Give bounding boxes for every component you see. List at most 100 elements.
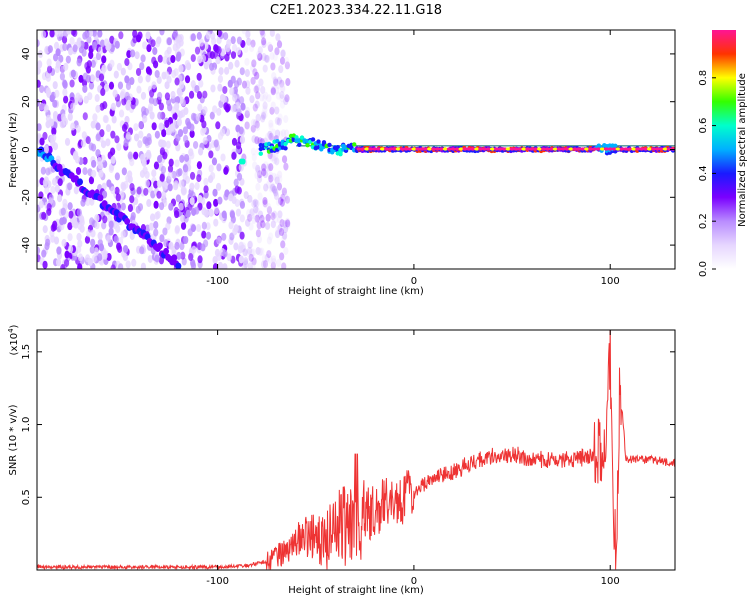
heatmap-cell (254, 199, 260, 208)
heatmap-cell (259, 93, 265, 102)
heatmap-cell (222, 85, 228, 94)
heatmap-cell (599, 147, 605, 151)
heatmap-cell (78, 74, 84, 83)
heatmap-cell (170, 124, 176, 133)
heatmap-cell (194, 182, 200, 191)
heatmap-cell (275, 33, 281, 42)
heatmap-cell (109, 35, 115, 44)
heatmap-cell (234, 59, 240, 68)
heatmap-cell (112, 89, 118, 98)
heatmap-cell (139, 62, 145, 71)
bottom-x-ticks: -100 0 100 (206, 330, 620, 587)
heatmap-cell (205, 222, 211, 231)
heatmap-cell (189, 197, 195, 206)
heatmap-cell (216, 252, 222, 261)
heatmap-cell (274, 106, 280, 115)
heatmap-cell (285, 219, 291, 228)
heatmap-cell (252, 119, 258, 128)
heatmap-cell (89, 217, 95, 226)
heatmap-cell (98, 73, 105, 82)
heatmap-cell (297, 142, 302, 148)
heatmap-cell (55, 30, 61, 38)
heatmap-cell (450, 147, 456, 151)
heatmap-cell (201, 230, 207, 239)
heatmap-cell (212, 105, 218, 114)
heatmap-cell (236, 186, 242, 195)
heatmap-cell (489, 147, 495, 151)
heatmap-cell (93, 247, 99, 256)
heatmap-cell (242, 248, 248, 257)
heatmap-cell (55, 60, 61, 69)
heatmap-cell (548, 147, 554, 151)
heatmap-cell (260, 85, 266, 94)
heatmap-cell (173, 180, 179, 189)
heatmap-cell (411, 147, 417, 151)
heatmap-cell (423, 147, 429, 151)
heatmap-cell (407, 147, 413, 151)
heatmap-cell (165, 140, 171, 149)
heatmap-cell (272, 52, 278, 61)
heatmap-cell (178, 81, 185, 90)
bottom-y-ticks: 0.5 1.0 1.5 (21, 344, 675, 505)
heatmap-cell (153, 228, 159, 237)
heatmap-cell (37, 123, 42, 132)
heatmap-cell (283, 56, 290, 65)
heatmap-cell (273, 78, 279, 87)
heatmap-cell (183, 134, 189, 143)
heatmap-cell (176, 87, 182, 96)
heatmap-cell (102, 215, 108, 224)
heatmap-cell (94, 214, 100, 223)
heatmap-cell (258, 78, 264, 87)
heatmap-cell (56, 194, 63, 203)
heatmap-cell (74, 155, 81, 164)
heatmap-cell (126, 50, 132, 59)
heatmap-cell (218, 67, 224, 76)
heatmap-cell (282, 219, 288, 228)
heatmap-cell (285, 78, 291, 87)
heatmap-cell (69, 36, 75, 45)
heatmap-cell (137, 31, 143, 40)
heatmap-cell (162, 182, 168, 191)
heatmap-cell (252, 161, 258, 170)
heatmap-cell (85, 198, 91, 207)
heatmap-cell (279, 219, 285, 228)
heatmap-cell (229, 232, 235, 241)
heatmap-cell (245, 218, 251, 227)
heatmap-cell (395, 147, 401, 151)
heatmap-cell (156, 242, 163, 250)
heatmap-cell (391, 147, 397, 151)
heatmap-cell (470, 147, 476, 151)
heatmap-cell (274, 176, 280, 185)
heatmap-cell (263, 54, 269, 63)
heatmap-cell (132, 35, 138, 44)
heatmap-cell (191, 245, 197, 254)
heatmap-cell (268, 132, 274, 141)
x-tick-label: 0 (411, 276, 417, 287)
heatmap-cell (91, 254, 97, 263)
colorbar-tick-label: 0.6 (698, 118, 709, 134)
heatmap-cell (164, 71, 170, 80)
heatmap-cell (125, 131, 131, 140)
heatmap-cell (75, 167, 82, 176)
heatmap-cell (243, 191, 249, 200)
heatmap-cell (105, 138, 111, 147)
heatmap-cell (82, 72, 88, 81)
heatmap-cell (212, 255, 218, 264)
heatmap-cell (90, 229, 96, 238)
heatmap-cell (486, 147, 492, 151)
heatmap-cell (114, 40, 120, 49)
heatmap-cell (157, 54, 163, 63)
heatmap-cell (135, 67, 142, 76)
heatmap-cell (233, 178, 239, 187)
heatmap-cell (236, 172, 243, 181)
heatmap-cell (513, 147, 519, 151)
heatmap-cell (203, 185, 209, 194)
heatmap-cell (39, 85, 45, 94)
heatmap-cell (46, 58, 52, 67)
heatmap-cell (52, 115, 58, 124)
heatmap-cell (168, 241, 174, 250)
heatmap-cell (280, 49, 286, 58)
heatmap-cell (270, 212, 276, 221)
heatmap-cell (253, 205, 259, 214)
